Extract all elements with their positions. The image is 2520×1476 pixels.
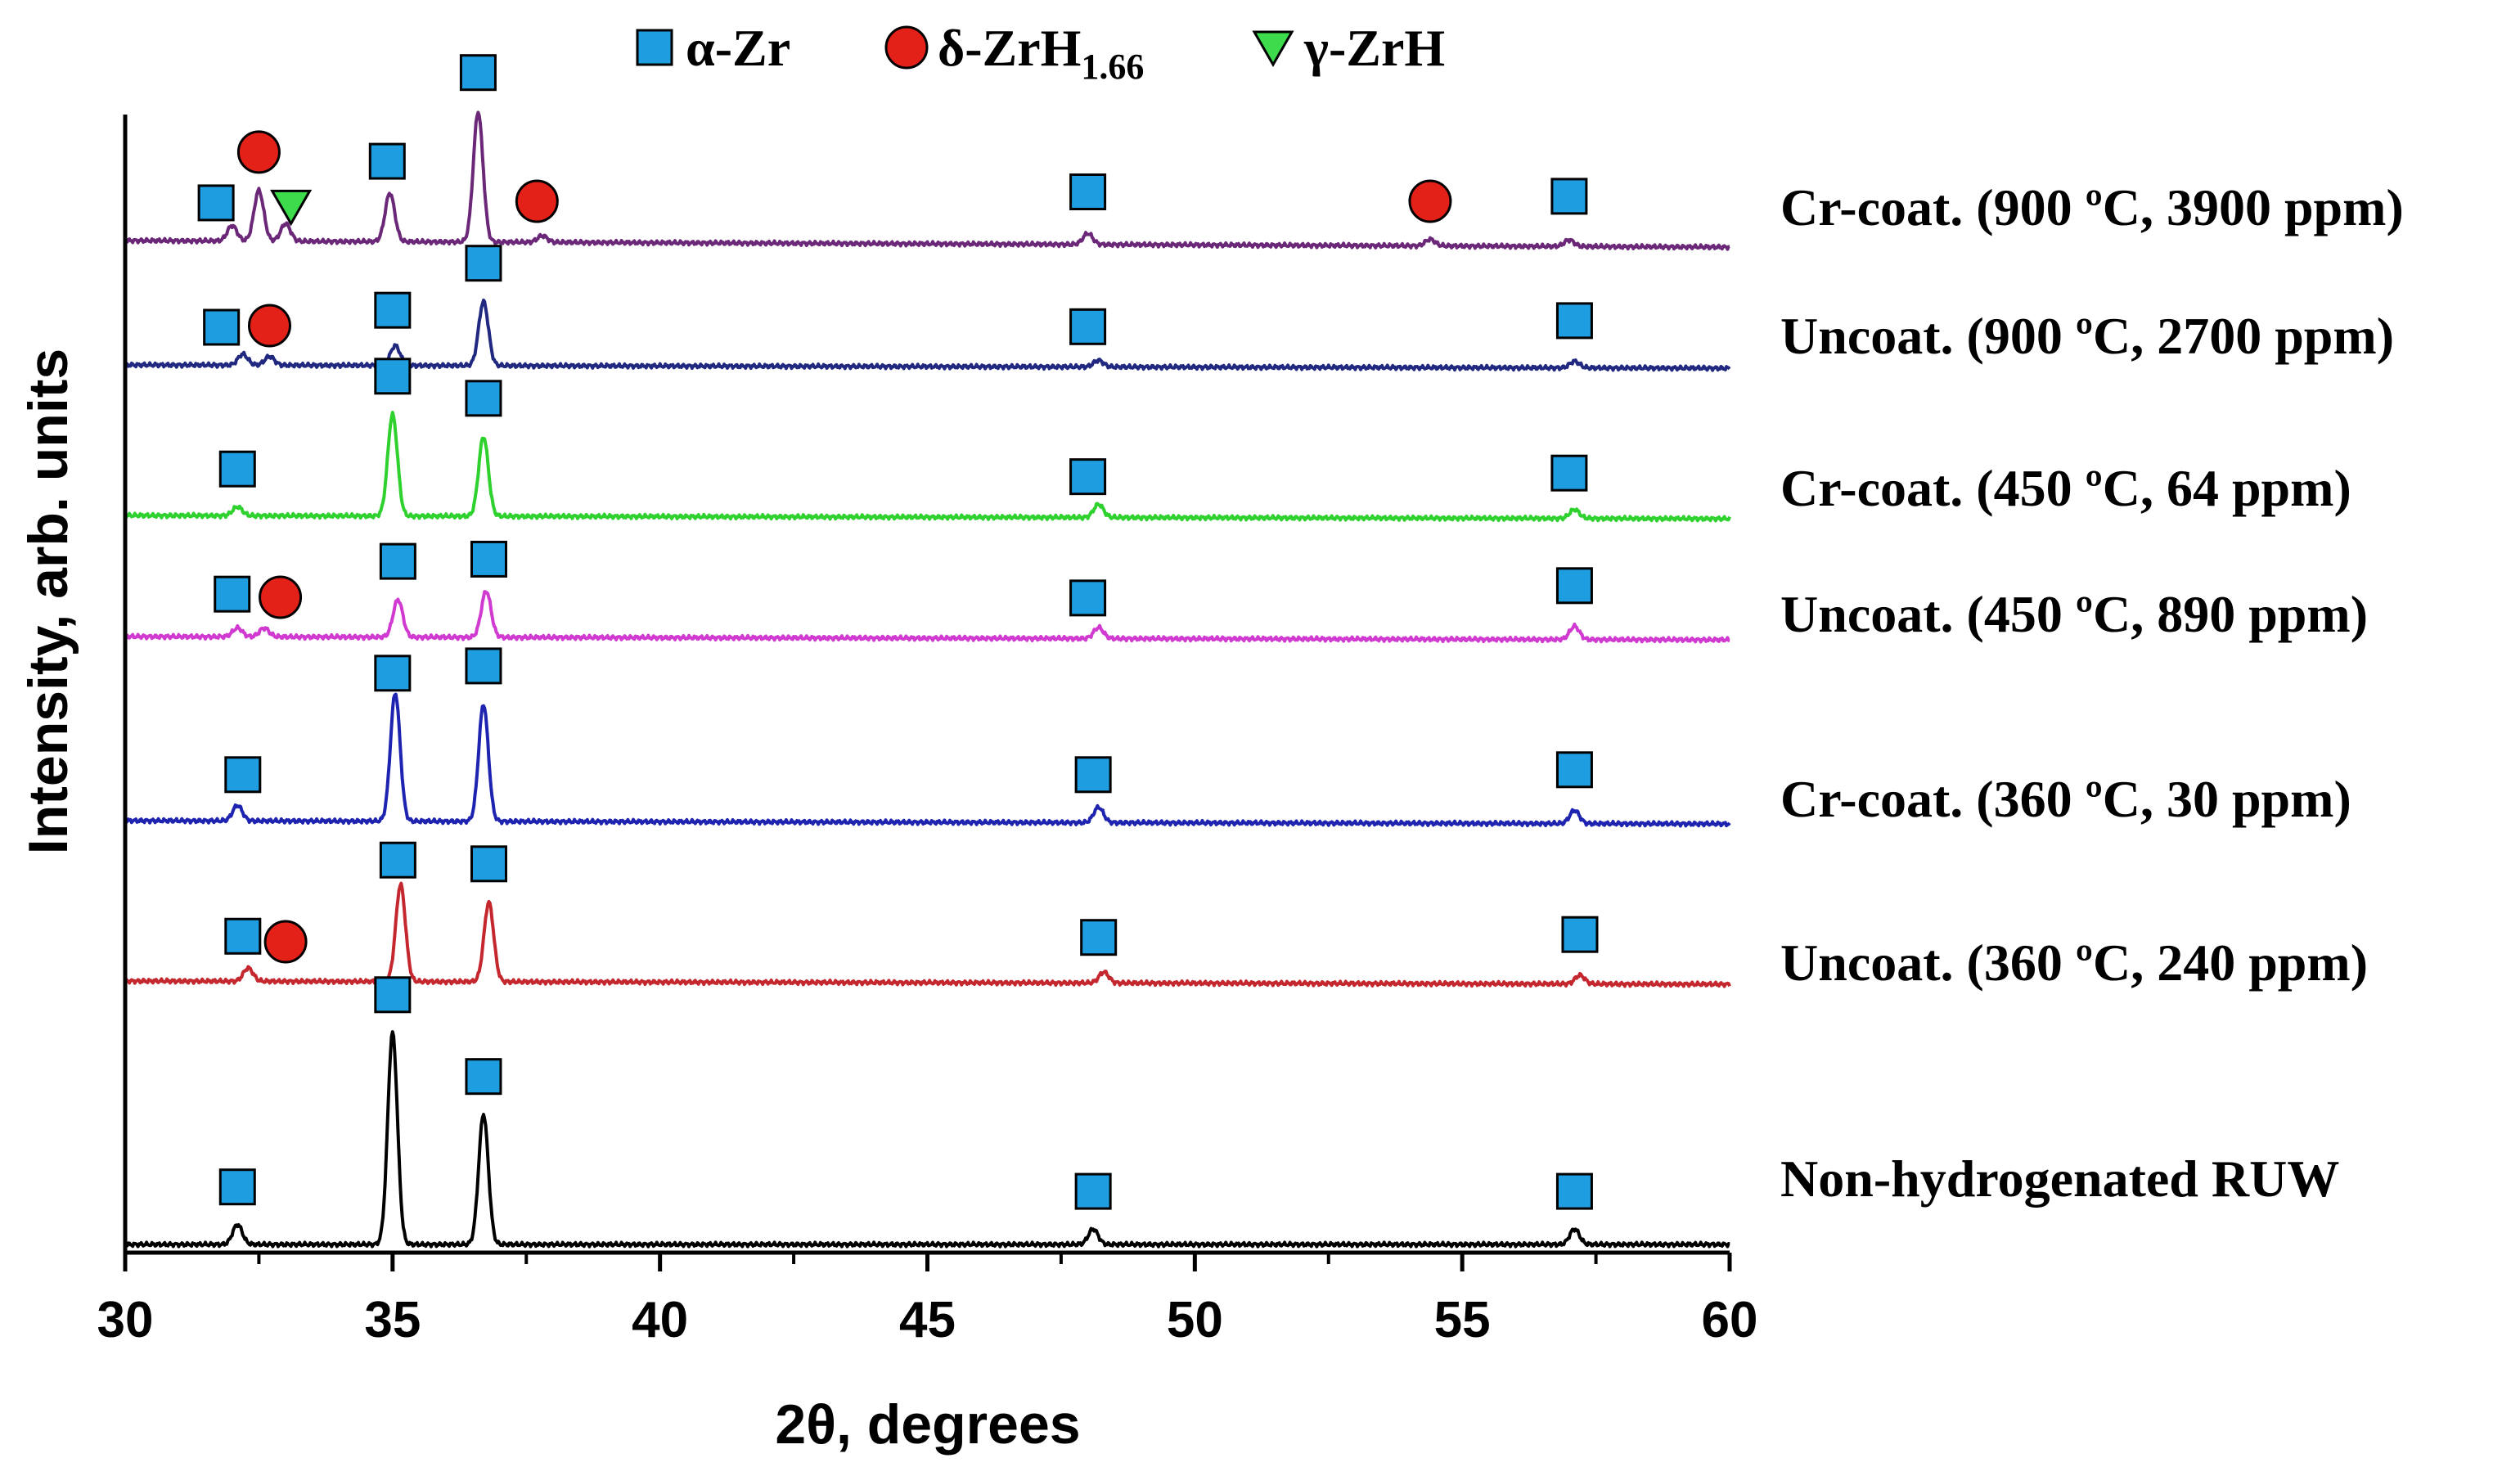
phase-marker-alpha-s5-3 [465, 380, 502, 417]
phase-marker-delta-s7-6 [515, 179, 559, 223]
x-tick-label: 35 [364, 1292, 421, 1348]
series-line-7 [124, 110, 1730, 251]
x-tick-label: 50 [1167, 1292, 1223, 1348]
phase-marker-alpha-s2-3 [379, 841, 416, 879]
x-tick-label: 55 [1434, 1292, 1491, 1348]
phase-marker-delta-s7-8 [1408, 179, 1452, 223]
series-label-7: Cr-coat. (900 ºC, 3900 ppm) [1780, 178, 2404, 236]
legend: α-Zr δ-ZrH1.66 γ-ZrH [636, 19, 1445, 87]
x-tick-label: 40 [632, 1292, 688, 1348]
phase-marker-alpha-s5-2 [374, 358, 412, 395]
phase-marker-alpha-s6-5 [1069, 308, 1107, 345]
series-label-6: Uncoat. (900 ºC, 2700 ppm) [1780, 307, 2394, 365]
phase-marker-alpha-s2-6 [1561, 916, 1599, 953]
phase-marker-alpha-s5-1 [218, 450, 256, 488]
phase-marker-delta-s2-2 [263, 920, 308, 964]
phase-marker-alpha-s6-4 [465, 245, 502, 282]
series-label-layer: Non-hydrogenated RUW Uncoat. (360 ºC, 240… [1780, 178, 2404, 1208]
phase-marker-alpha-s2-1 [224, 917, 262, 955]
x-axis-title: 2θ, degrees [775, 1393, 1080, 1456]
phase-marker-alpha-s5-4 [1069, 458, 1107, 496]
series-label-5: Cr-coat. (450 ºC, 64 ppm) [1780, 459, 2351, 517]
phase-marker-alpha-s6-6 [1555, 302, 1593, 340]
legend-label-gamma: γ-ZrH [1303, 19, 1445, 77]
phase-marker-layer [197, 54, 1599, 1210]
x-tick-label: 60 [1702, 1292, 1758, 1348]
phase-marker-alpha-s7-7 [1069, 173, 1107, 210]
phase-marker-alpha-s3-1 [224, 756, 262, 794]
legend-subscript: 1.66 [1081, 47, 1144, 87]
phase-marker-gamma-s7-3 [270, 189, 313, 227]
phase-marker-alpha-s7-9 [1550, 178, 1588, 215]
phase-marker-alpha-s5-5 [1550, 454, 1588, 492]
phase-marker-alpha-s7-4 [368, 142, 406, 180]
series-layer [124, 110, 1731, 1249]
x-tick-label: 45 [899, 1292, 956, 1348]
legend-symbol-delta [884, 25, 929, 70]
legend-label-delta: δ-ZrH1.66 [938, 19, 1144, 87]
series-line-1 [124, 1030, 1730, 1249]
phase-marker-alpha-s1-2 [374, 976, 412, 1014]
phase-marker-alpha-s4-6 [1555, 567, 1593, 605]
series-label-4: Uncoat. (450 ºC, 890 ppm) [1780, 585, 2368, 643]
phase-marker-alpha-s1-4 [1074, 1172, 1112, 1210]
phase-marker-delta-s4-2 [259, 575, 303, 619]
series-line-4 [124, 590, 1730, 644]
phase-marker-alpha-s2-5 [1080, 919, 1118, 956]
phase-marker-alpha-s3-3 [465, 647, 502, 685]
phase-marker-alpha-s3-4 [1074, 756, 1112, 794]
series-line-2 [124, 881, 1731, 988]
phase-marker-alpha-s1-1 [218, 1168, 256, 1206]
x-ticks: 30 35 40 45 50 55 60 [97, 1253, 1758, 1348]
phase-marker-alpha-s7-1 [197, 184, 235, 222]
phase-marker-alpha-s4-1 [214, 575, 251, 613]
legend-symbol-gamma [1252, 30, 1294, 68]
series-label-3: Cr-coat. (360 ºC, 30 ppm) [1780, 770, 2351, 828]
series-line-3 [124, 692, 1731, 828]
series-label-2: Uncoat. (360 ºC, 240 ppm) [1780, 934, 2368, 992]
phase-marker-alpha-s6-3 [374, 291, 412, 329]
phase-marker-alpha-s1-5 [1555, 1172, 1593, 1210]
phase-marker-alpha-s3-5 [1555, 751, 1593, 789]
phase-marker-alpha-s1-3 [465, 1058, 502, 1096]
phase-marker-alpha-s4-3 [379, 542, 416, 580]
phase-marker-delta-s6-2 [247, 304, 291, 348]
phase-marker-alpha-s7-5 [459, 54, 497, 92]
legend-symbol-alpha [636, 29, 673, 66]
phase-marker-alpha-s4-4 [470, 540, 507, 578]
series-line-6 [124, 298, 1731, 372]
phase-marker-alpha-s2-4 [470, 845, 507, 883]
series-label-1: Non-hydrogenated RUW [1780, 1150, 2339, 1208]
y-axis-title: Intensity, arb. units [17, 349, 79, 854]
axes: 30 35 40 45 50 55 60 2θ, degrees Intensity, ar… [17, 115, 1757, 1456]
phase-marker-alpha-s3-2 [374, 655, 412, 692]
phase-marker-alpha-s6-1 [203, 308, 241, 346]
phase-marker-alpha-s4-5 [1069, 579, 1107, 617]
series-line-5 [124, 411, 1731, 523]
legend-label-alpha: α-Zr [686, 19, 790, 77]
phase-marker-delta-s7-2 [236, 130, 281, 174]
x-tick-label: 30 [97, 1292, 154, 1348]
